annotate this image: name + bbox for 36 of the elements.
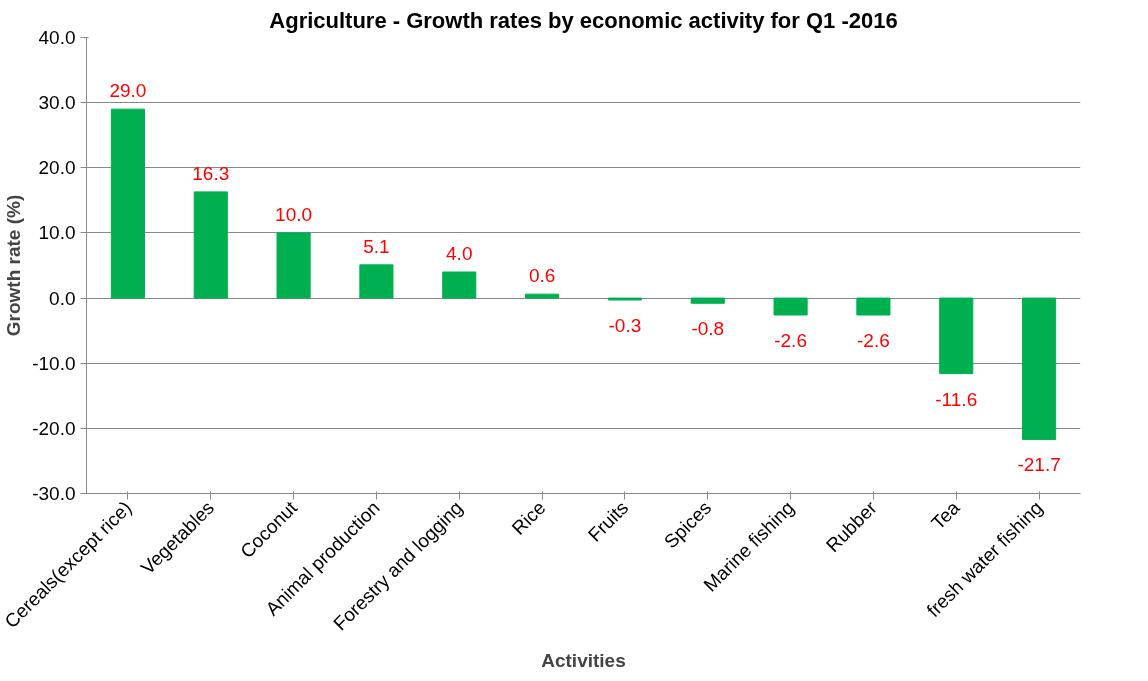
y-tick-label: -10.0 [32,352,76,374]
chart-title: Agriculture - Growth rates by economic activity for Q1 -2016 [269,7,898,33]
data-label: 0.6 [528,265,556,287]
data-label: -2.6 [774,330,807,352]
bar [110,108,145,299]
data-label: -0.8 [691,318,725,340]
data-label: -21.7 [1017,454,1061,476]
x-tick-label: Rice [507,497,550,539]
y-tick-label: -20.0 [32,417,76,439]
data-label: -2.6 [857,330,890,352]
y-tick-label: 20.0 [38,157,76,179]
bar [276,232,311,299]
y-axis-title: Growth rate (%) [3,194,25,337]
x-axis-title: Activities [541,649,626,671]
bar [773,297,808,316]
x-tick-label: Tea [927,496,964,534]
data-label: 10.0 [275,203,313,225]
bar [193,191,228,299]
bar [442,271,477,299]
bar [1022,297,1057,440]
data-label: -11.6 [935,388,978,410]
y-tick-label: 40.0 [38,27,76,48]
y-tick-label: 0.0 [49,287,76,309]
bar [856,297,891,316]
y-tick-label: 10.0 [38,222,76,244]
data-label: 5.1 [363,235,390,257]
bar [939,297,974,375]
bar [690,297,725,304]
data-label: -0.3 [608,315,642,337]
y-tick-label: 30.0 [38,92,76,114]
bar [525,293,560,299]
bar [359,264,394,299]
y-tick-label: -30.0 [32,483,76,504]
data-label: 29.0 [109,80,147,102]
data-label: 16.3 [192,162,230,184]
data-label: 4.0 [446,243,473,265]
